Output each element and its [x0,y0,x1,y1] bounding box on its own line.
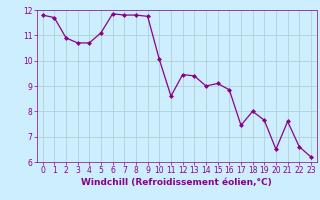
X-axis label: Windchill (Refroidissement éolien,°C): Windchill (Refroidissement éolien,°C) [81,178,272,187]
